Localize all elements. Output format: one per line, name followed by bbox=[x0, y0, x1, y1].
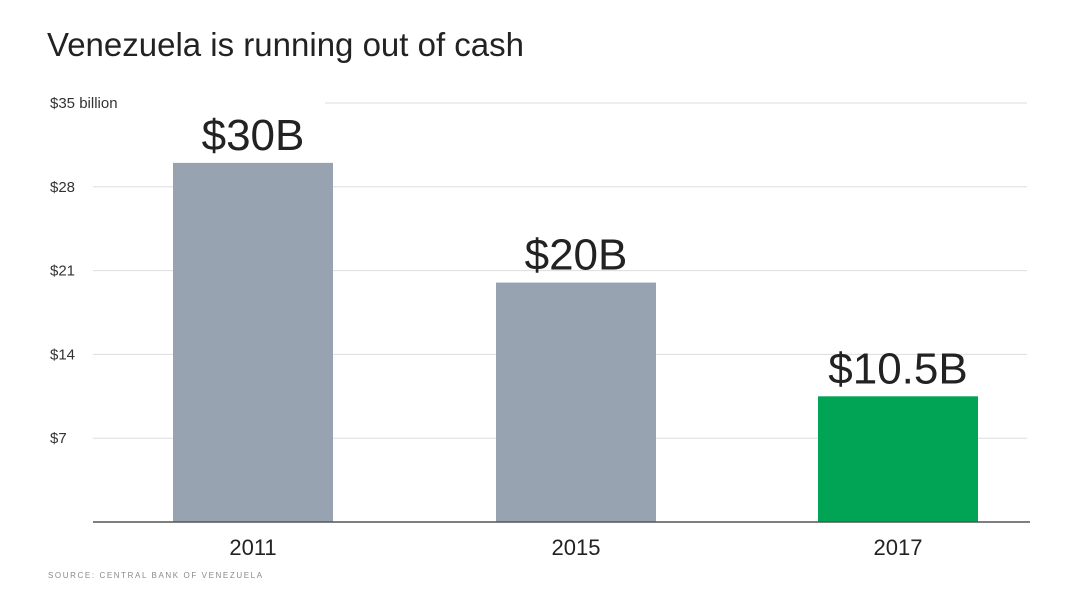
bar-2015 bbox=[496, 282, 656, 522]
data-label-2011: $30B bbox=[202, 111, 305, 160]
bar-2011 bbox=[173, 162, 333, 522]
y-tick-label: $7 bbox=[50, 430, 67, 447]
x-axis-ticks: 2011 2015 2017 bbox=[229, 535, 922, 560]
data-label-2015: $20B bbox=[525, 231, 628, 280]
x-tick-label-2011: 2011 bbox=[229, 535, 276, 560]
source-note: SOURCE: CENTRAL BANK OF VENEZUELA bbox=[48, 571, 264, 580]
x-tick-label-2015: 2015 bbox=[552, 535, 601, 560]
chart-title: Venezuela is running out of cash bbox=[47, 26, 525, 63]
y-tick-label: $28 bbox=[50, 179, 75, 196]
y-tick-label: $35 billion bbox=[50, 95, 118, 112]
y-tick-label: $14 bbox=[50, 346, 75, 363]
y-axis-ticks: $35 billion $28 $21 $14 $7 bbox=[50, 95, 118, 447]
data-label-2017: $10.5B bbox=[828, 344, 967, 393]
bar-2017 bbox=[818, 396, 978, 522]
x-tick-label-2017: 2017 bbox=[874, 535, 923, 560]
y-tick-label: $21 bbox=[50, 263, 75, 280]
bars bbox=[173, 162, 978, 522]
data-labels: $30B $20B $10.5B bbox=[202, 111, 968, 393]
